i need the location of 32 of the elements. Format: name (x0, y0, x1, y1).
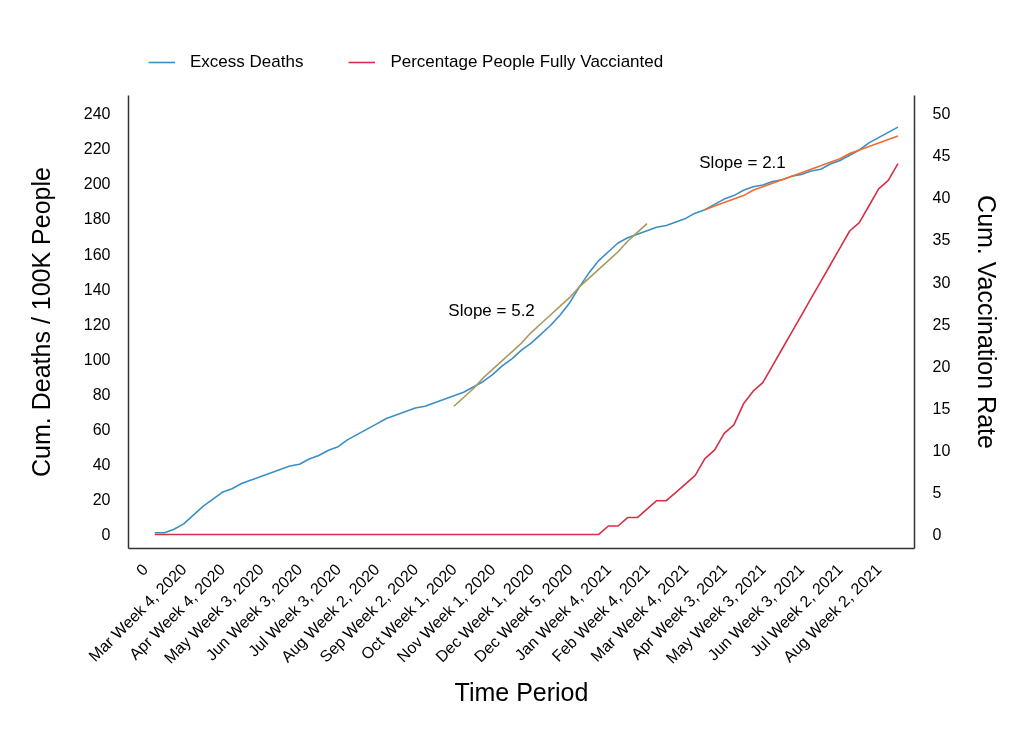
y2-tick-label: 25 (932, 315, 951, 333)
annotation: Slope = 2.1 (699, 153, 786, 173)
y2-tick-label: 0 (932, 526, 942, 544)
y-tick-label: 20 (92, 491, 111, 509)
y-tick-label: 200 (83, 175, 111, 193)
x-axis-title: Time Period (454, 677, 589, 706)
y2-tick-label: 45 (932, 147, 951, 165)
x-tick-label: 0 (132, 560, 152, 579)
y-tick-label: 160 (83, 245, 111, 263)
y-tick-label: 0 (101, 526, 111, 544)
y2-tick-label: 20 (932, 357, 951, 375)
y2-tick-label: 10 (932, 442, 951, 460)
annotation: Slope = 5.2 (448, 300, 535, 320)
y2-axis-title: Cum. Vaccination Rate (973, 195, 1002, 449)
y-tick-label: 180 (83, 210, 111, 228)
y2-tick-label: 40 (932, 189, 951, 207)
y-axis-title: Cum. Deaths / 100K People (26, 167, 55, 477)
y2-tick-label: 30 (932, 273, 951, 291)
y2-tick-label: 50 (932, 105, 951, 123)
y-tick-label: 40 (92, 456, 111, 474)
y-tick-label: 100 (83, 350, 111, 368)
legend-label: Excess Deaths (190, 52, 304, 72)
y-tick-label: 120 (83, 315, 111, 333)
y-tick-label: 220 (83, 140, 111, 158)
y-tick-label: 140 (83, 280, 111, 298)
y2-tick-label: 35 (932, 231, 951, 249)
y2-tick-label: 5 (932, 484, 942, 502)
y-tick-label: 60 (92, 421, 111, 439)
y2-tick-label: 15 (932, 400, 951, 418)
y-tick-label: 80 (92, 385, 111, 403)
legend-label: Percentage People Fully Vaccianted (390, 52, 664, 72)
y-tick-label: 240 (83, 105, 111, 123)
